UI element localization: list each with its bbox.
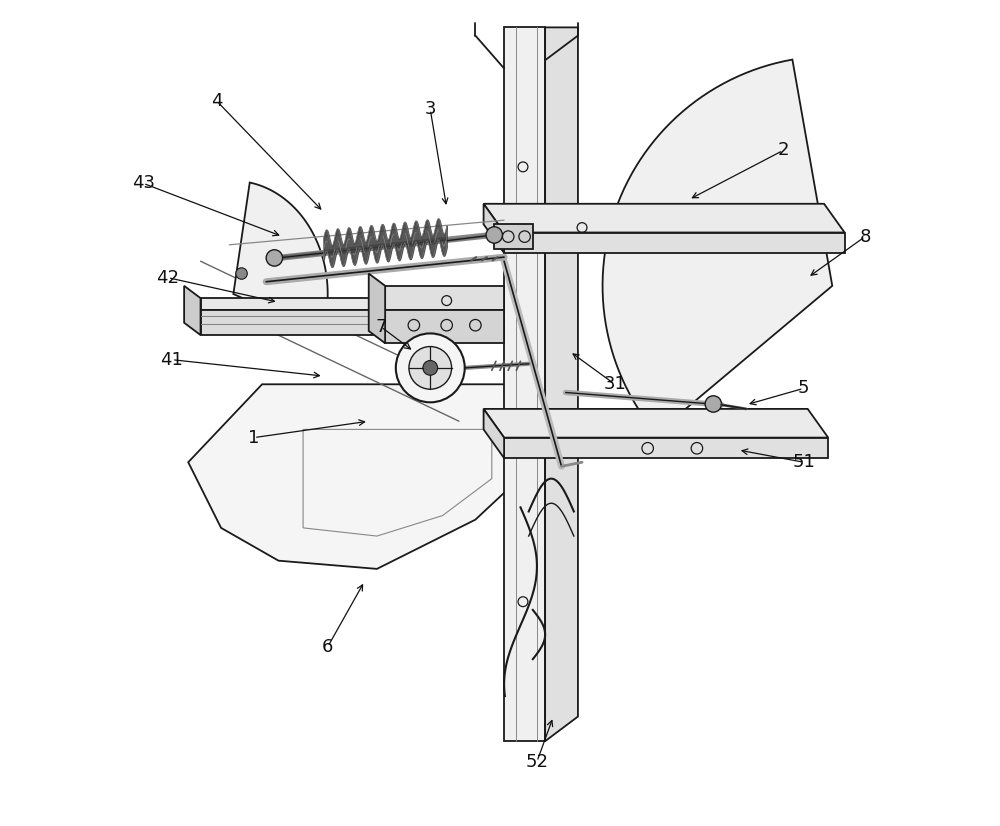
Polygon shape	[188, 384, 537, 569]
Text: 8: 8	[859, 228, 871, 245]
Polygon shape	[201, 298, 504, 311]
Polygon shape	[603, 59, 832, 434]
Polygon shape	[504, 27, 545, 741]
Text: 42: 42	[156, 268, 179, 287]
Text: 52: 52	[525, 752, 548, 771]
Polygon shape	[504, 438, 828, 458]
Text: 41: 41	[160, 351, 183, 368]
Circle shape	[409, 347, 452, 389]
Polygon shape	[484, 204, 504, 253]
Polygon shape	[484, 409, 504, 458]
Polygon shape	[233, 183, 328, 333]
Text: 51: 51	[792, 453, 815, 471]
Polygon shape	[369, 273, 385, 344]
Text: 43: 43	[132, 174, 155, 192]
Polygon shape	[494, 225, 533, 249]
Polygon shape	[201, 311, 504, 335]
Polygon shape	[484, 409, 828, 438]
Circle shape	[236, 268, 247, 279]
Text: 31: 31	[603, 375, 626, 393]
Polygon shape	[484, 204, 845, 232]
Circle shape	[423, 360, 438, 375]
Text: 2: 2	[777, 141, 789, 159]
Polygon shape	[385, 311, 504, 344]
Circle shape	[705, 396, 722, 412]
Text: 6: 6	[322, 638, 333, 656]
Text: 3: 3	[425, 101, 436, 118]
Polygon shape	[504, 232, 845, 253]
Text: 7: 7	[375, 318, 387, 336]
Circle shape	[396, 334, 465, 402]
Polygon shape	[184, 286, 201, 335]
Polygon shape	[385, 286, 504, 311]
Circle shape	[266, 249, 283, 266]
Polygon shape	[545, 27, 578, 741]
Circle shape	[486, 227, 502, 243]
Text: 5: 5	[798, 379, 809, 397]
Text: 4: 4	[211, 93, 223, 110]
Text: 1: 1	[248, 429, 260, 447]
